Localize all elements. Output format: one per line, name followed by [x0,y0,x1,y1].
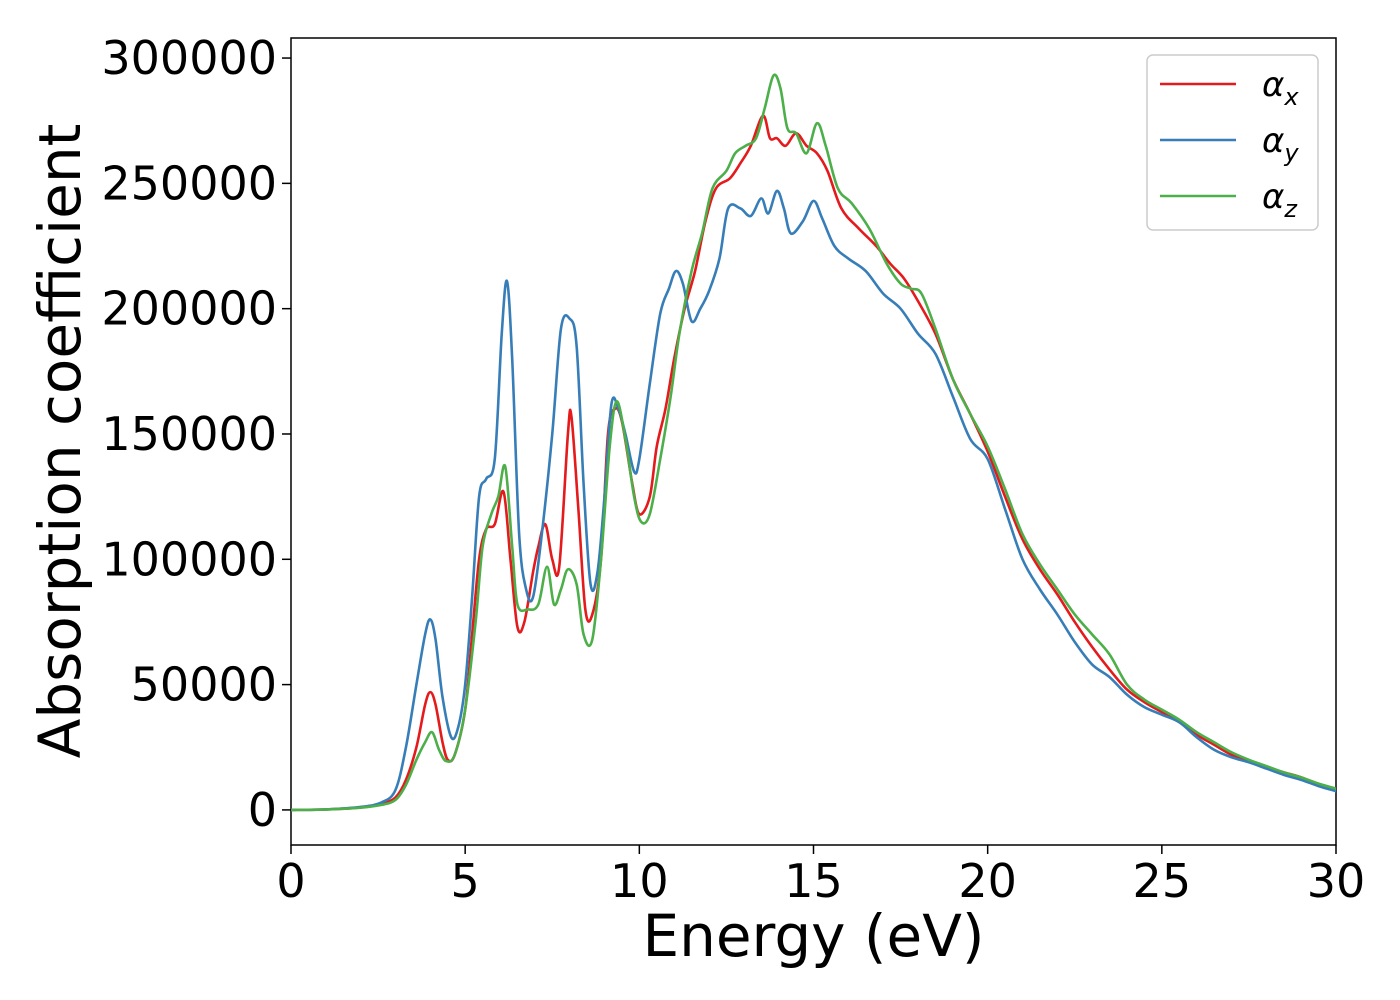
y-tick-label: 100000 [101,532,277,586]
x-tick-label: 20 [958,854,1017,908]
y-tick-label: 300000 [101,31,277,85]
x-tick-label: 30 [1307,854,1366,908]
x-axis-ticks: 0 5 10 15 20 25 30 [276,845,1365,908]
x-tick-label: 5 [451,854,480,908]
series-line-y [291,189,1336,812]
series-line-z [291,73,1336,812]
legend-box [1146,54,1319,231]
x-tick-label: 25 [1133,854,1192,908]
series-layer [291,73,1336,812]
legend-label-x: αx [1262,65,1299,111]
y-tick-label: 0 [248,783,277,837]
y-axis-ticks: 0 50000 100000 150000 200000 250000 300000 [101,31,291,837]
legend-label-z: αz [1262,177,1298,223]
y-tick-label: 50000 [131,658,277,712]
y-axis-label: Absorption coefficient [26,124,94,759]
y-tick-label: 150000 [101,407,277,461]
x-tick-label: 15 [784,854,843,908]
legend-items: αx αy αz [1160,65,1299,223]
y-tick-label: 250000 [101,156,277,210]
y-tick-label: 200000 [101,282,277,336]
legend: αx αy αz [1146,54,1319,231]
x-tick-label: 10 [610,854,669,908]
legend-label-y: αy [1262,121,1299,167]
x-tick-label: 0 [276,854,305,908]
x-axis-label: Energy (eV) [642,902,984,970]
